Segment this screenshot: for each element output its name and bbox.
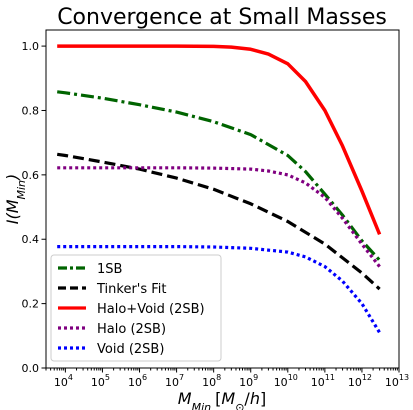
y-axis-label: I(MMin) [3, 174, 28, 225]
x-tick-label: 109 [239, 373, 258, 389]
y-tick-label: 0.4 [22, 233, 40, 246]
series-line-3 [57, 44, 382, 236]
x-tick-label: 105 [91, 373, 110, 389]
y-tick-label: 0.2 [22, 298, 40, 311]
y-tick-label: 0.0 [22, 362, 40, 375]
legend-label: Halo+Void (2SB) [97, 302, 205, 317]
series-line-1 [57, 90, 381, 262]
legend-frame [50, 254, 222, 362]
x-tick-label: 108 [202, 373, 221, 389]
x-tick-label: 1012 [348, 373, 372, 389]
x-tick-label: 1013 [385, 373, 409, 389]
chart-title: Convergence at Small Masses [57, 5, 387, 30]
x-axis-ticks: 104 105 106 107 108 109 1010 1011 1012 1013 [45, 368, 409, 389]
legend-label: Tinker's Fit [96, 282, 167, 297]
legend: 1SB Tinker's Fit Halo+Void (2SB) Halo (2SB)… [50, 254, 222, 362]
x-tick-label: 1011 [311, 373, 335, 389]
x-tick-label: 106 [128, 373, 147, 389]
x-axis-label: MMin [M⊙/h] [178, 389, 266, 410]
y-tick-label: 1.0 [22, 40, 40, 53]
series-layer [56, 44, 382, 334]
legend-label: Halo (2SB) [97, 322, 166, 337]
plot-area: 104 105 106 107 108 109 1010 1011 1012 1013 0.00.… [22, 29, 409, 389]
plot-frame [45, 29, 400, 369]
y-tick-label: 0.8 [22, 104, 40, 117]
y-axis-ticks: 0.0 0.2 0.4 0.6 0.8 1.0 [22, 40, 46, 375]
legend-label: Void (2SB) [97, 342, 164, 357]
series-line-4 [57, 166, 381, 268]
series-line-5 [57, 245, 381, 334]
x-tick-label: 107 [165, 373, 184, 389]
x-tick-label: 1010 [274, 373, 298, 389]
x-tick-label: 104 [54, 373, 73, 389]
legend-label: 1SB [97, 262, 122, 277]
series-line-2 [56, 152, 381, 291]
y-tick-label: 0.6 [22, 169, 40, 182]
